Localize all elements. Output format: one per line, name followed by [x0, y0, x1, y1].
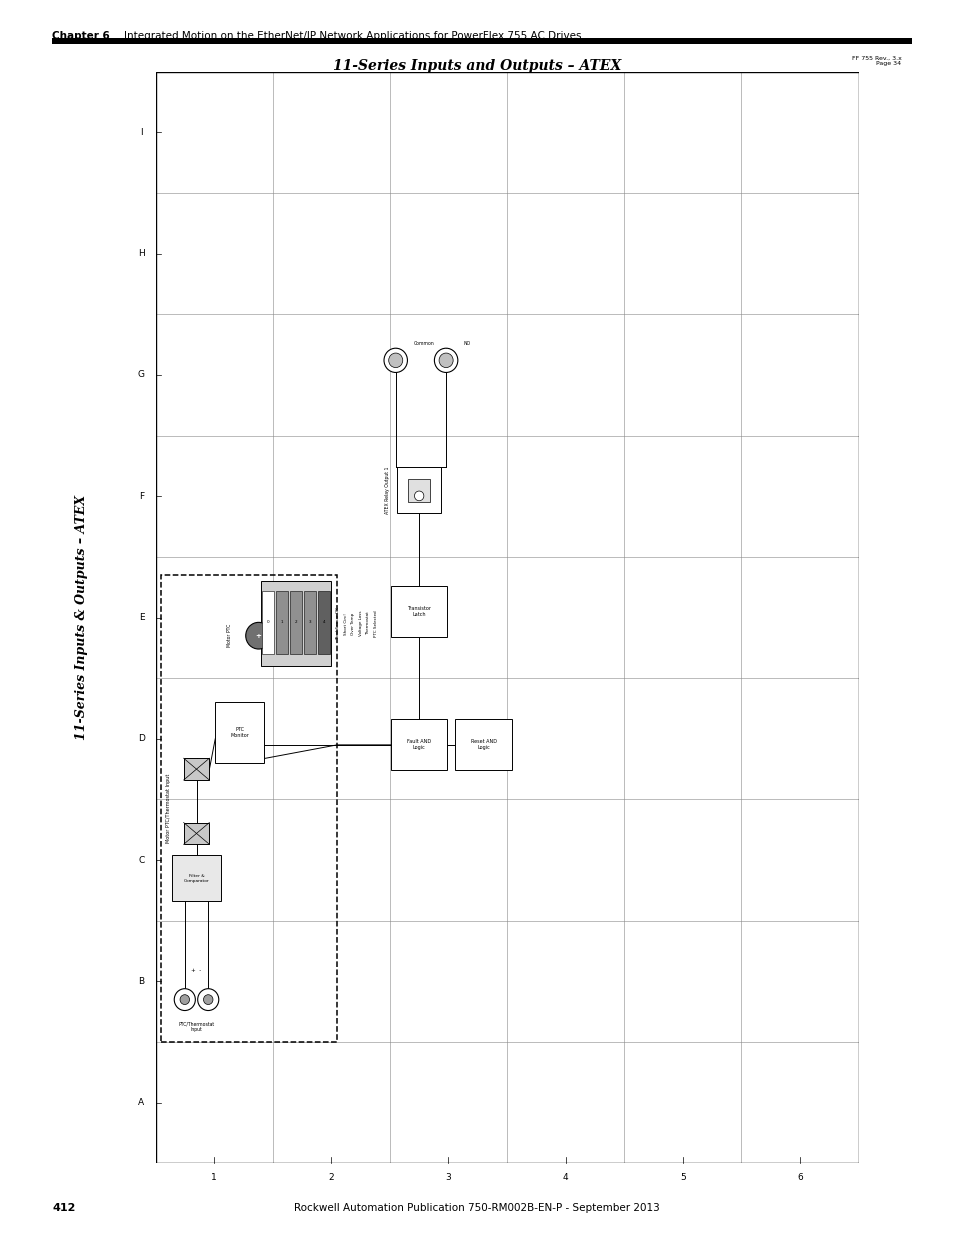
Circle shape	[438, 353, 453, 368]
Text: D: D	[138, 735, 145, 743]
Text: Filter &
Comparator: Filter & Comparator	[184, 874, 209, 883]
Text: Common: Common	[413, 341, 434, 346]
Circle shape	[174, 989, 195, 1010]
Text: 2: 2	[294, 620, 297, 625]
Text: Motor PTC: Motor PTC	[227, 624, 232, 647]
Bar	[183, 758, 210, 781]
Circle shape	[203, 994, 213, 1004]
Text: +  -: + -	[192, 968, 201, 973]
Text: 2: 2	[328, 1173, 334, 1182]
Bar	[161, 576, 336, 1042]
Bar	[318, 590, 330, 653]
Text: G: G	[138, 370, 145, 379]
Text: 3: 3	[309, 620, 312, 625]
Bar	[262, 590, 274, 653]
Text: 0: 0	[267, 620, 269, 625]
Text: 6: 6	[797, 1173, 802, 1182]
Bar	[290, 590, 302, 653]
Text: PTC Selected: PTC Selected	[374, 610, 377, 637]
Text: 5: 5	[679, 1173, 685, 1182]
Text: 11-Series Inputs & Outputs – ATEX: 11-Series Inputs & Outputs – ATEX	[74, 495, 88, 740]
Text: E: E	[138, 613, 144, 622]
Text: 3: 3	[445, 1173, 451, 1182]
Text: A: A	[138, 1098, 144, 1108]
Text: F: F	[139, 492, 144, 500]
Text: Transistor
Latch: Transistor Latch	[407, 606, 431, 616]
Text: Integrated Motion on the EtherNet/IP Network Applications for PowerFlex 755 AC D: Integrated Motion on the EtherNet/IP Net…	[124, 31, 581, 41]
Circle shape	[384, 348, 407, 373]
Text: 4: 4	[323, 620, 325, 625]
Text: FF 755 Rev., 3.x
Page 34: FF 755 Rev., 3.x Page 34	[851, 56, 901, 67]
Bar	[396, 467, 441, 514]
Circle shape	[197, 989, 218, 1010]
Circle shape	[180, 994, 190, 1004]
Circle shape	[246, 622, 272, 650]
Text: 1: 1	[280, 620, 283, 625]
Text: Thermostat: Thermostat	[366, 611, 370, 636]
Text: Thml Sensor OK: Thml Sensor OK	[335, 608, 339, 640]
Text: Reset AND
Logic: Reset AND Logic	[470, 740, 497, 751]
Text: +: +	[255, 632, 261, 638]
Bar	[172, 856, 221, 902]
Bar	[215, 703, 264, 763]
Text: Chapter 6: Chapter 6	[52, 31, 111, 41]
Bar	[391, 720, 447, 771]
Circle shape	[434, 348, 457, 373]
Bar	[408, 479, 430, 501]
Text: PTC/Thermostat
Input: PTC/Thermostat Input	[178, 1021, 214, 1032]
Text: 4: 4	[562, 1173, 568, 1182]
Text: 412: 412	[52, 1203, 76, 1213]
Bar	[183, 823, 210, 845]
Text: 1: 1	[211, 1173, 216, 1182]
Text: Short Circ!: Short Circ!	[343, 613, 347, 635]
Text: H: H	[138, 249, 145, 258]
Text: 11-Series Inputs and Outputs – ATEX: 11-Series Inputs and Outputs – ATEX	[333, 59, 620, 73]
Text: Rockwell Automation Publication 750-RM002B-EN-P - September 2013: Rockwell Automation Publication 750-RM00…	[294, 1203, 659, 1213]
Text: Voltage Loss: Voltage Loss	[358, 611, 362, 636]
Text: PTC
Monitor: PTC Monitor	[231, 727, 249, 739]
Circle shape	[388, 353, 402, 368]
Text: I: I	[140, 127, 143, 137]
Bar	[276, 590, 288, 653]
Bar	[261, 582, 331, 666]
Bar	[391, 585, 447, 637]
Text: B: B	[138, 977, 144, 986]
Text: Over Temp: Over Temp	[351, 613, 355, 635]
Bar	[455, 720, 511, 771]
Circle shape	[414, 492, 423, 500]
Text: C: C	[138, 856, 145, 864]
Text: Fault AND
Logic: Fault AND Logic	[407, 740, 431, 751]
Text: NO: NO	[463, 341, 471, 346]
Bar	[304, 590, 315, 653]
Text: ATEX Relay Output 1: ATEX Relay Output 1	[384, 467, 390, 514]
Text: Motor PTC/Thermostat Input: Motor PTC/Thermostat Input	[166, 774, 171, 844]
